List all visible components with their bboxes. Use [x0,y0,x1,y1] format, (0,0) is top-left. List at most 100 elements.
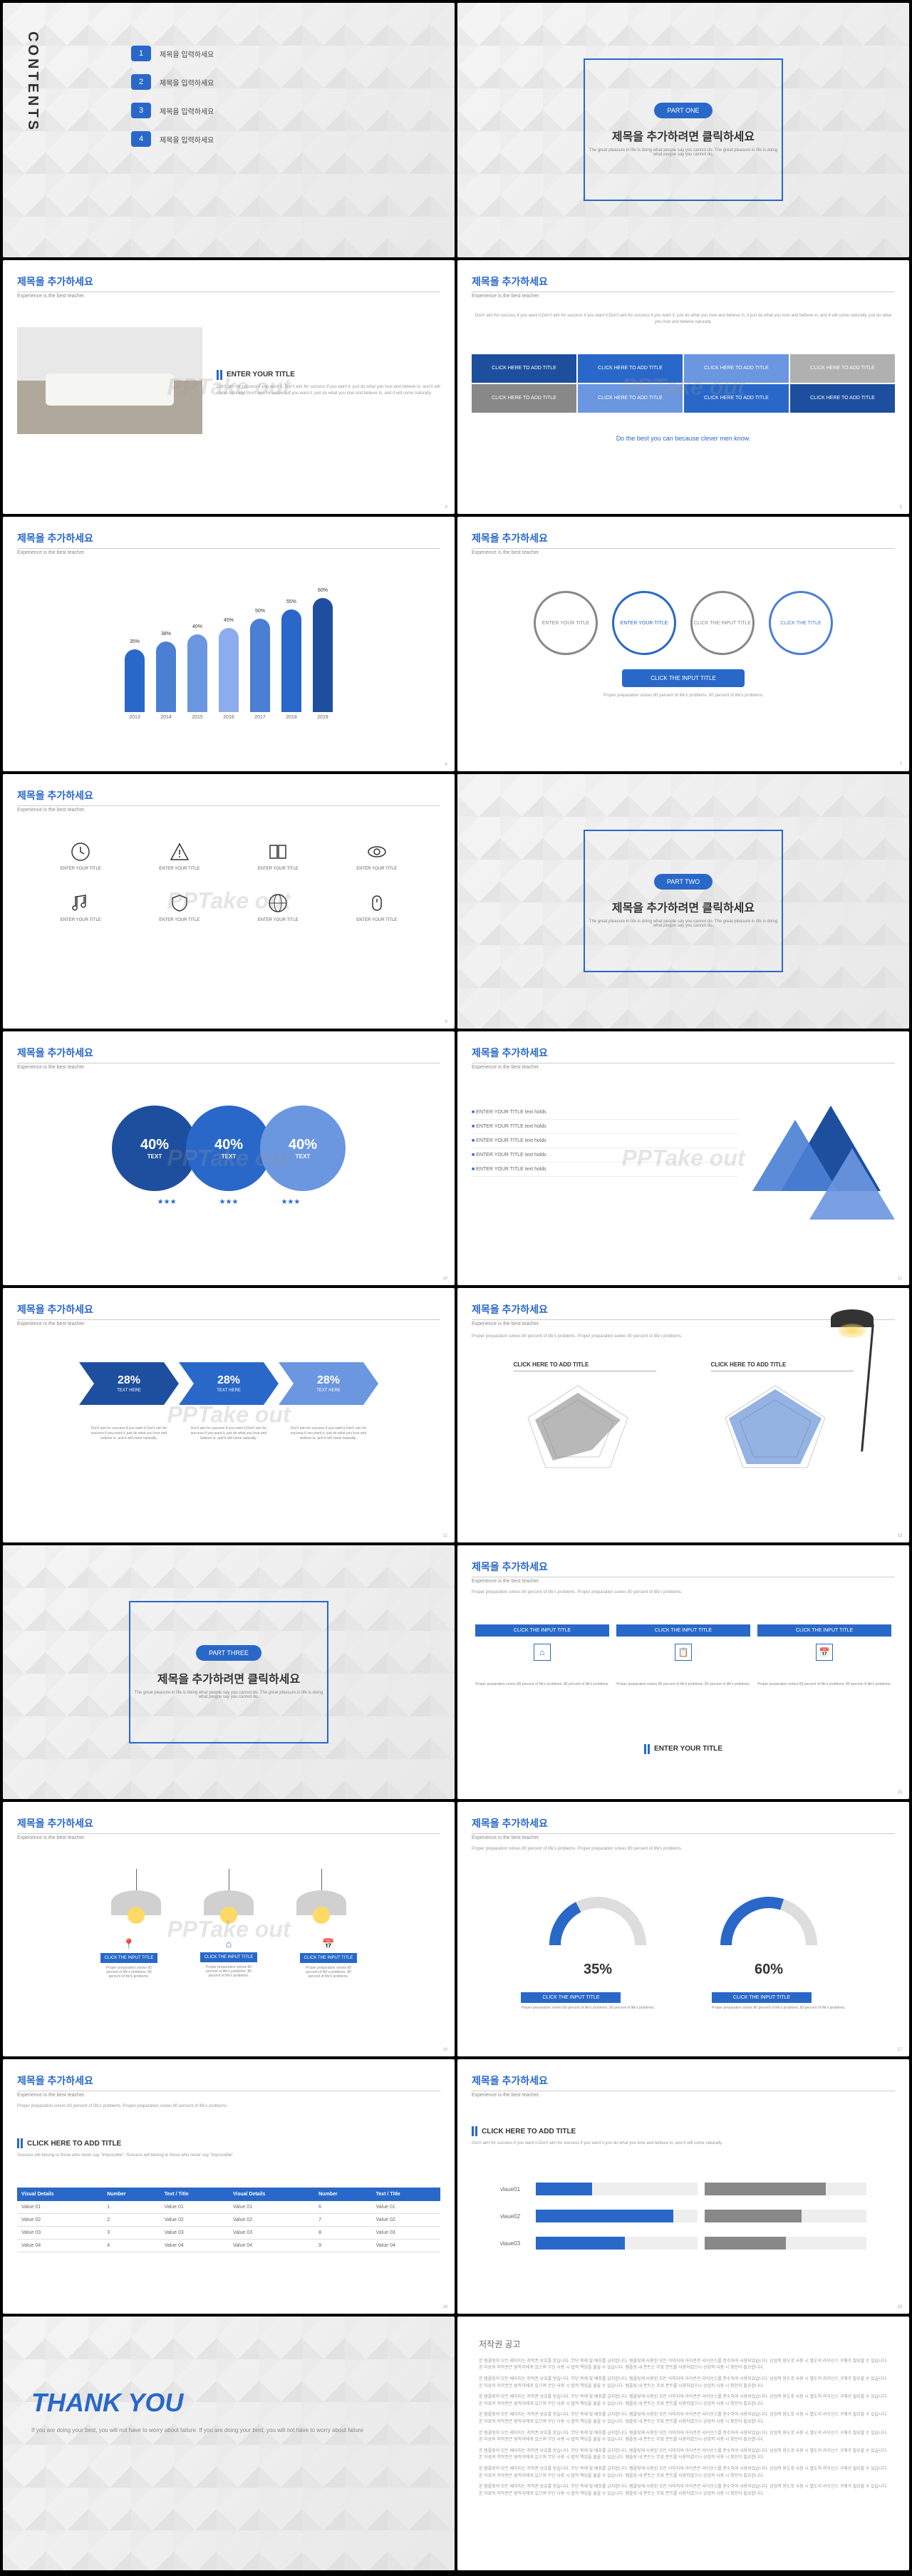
hbar-title: CLICK HERE TO ADD TITLE [482,2128,576,2135]
slide-title: 제목을 추가하세요 [17,1302,440,1320]
bar: 45%2016 [219,628,239,712]
part-badge: PART THREE [196,1645,261,1661]
footer-text: Do the best you can because clever men k… [472,434,895,444]
bar: 60%2019 [313,598,333,712]
circle-item: CLICK THE TITLE [769,591,833,655]
pendant-label: ⌂CLICK THE INPUT TITLEProper preparation… [200,1938,257,1979]
bar: 35%2013 [125,649,145,712]
triangle-group [738,1091,895,1220]
circle-item: CLICK THE INPUT TITLE [690,591,755,655]
proc-box: CLICK HERE TO ADD TITLE [790,384,895,413]
slide-title: 제목을 추가하세요 [472,274,895,292]
page-num: 11 [898,1277,902,1281]
hbar-row: vlaue01 [500,2183,866,2195]
page-num: 19 [897,2305,902,2309]
watermark: PPTake out [621,373,745,400]
pendant-label: 📍CLICK THE INPUT TITLEProper preparation… [100,1938,157,1979]
watermark: PPTake out [167,1402,290,1428]
slide-radar: 제목을 추가하세요 Experience is the best teacher… [457,1288,909,1542]
slide-triangles: 제목을 추가하세요 Experience is the best teacher… [457,1031,909,1286]
slide-title: 제목을 추가하세요 [17,531,440,549]
lorem: Proper preparation solves 80 percent of … [17,2103,440,2110]
part-title: 제목을 추가하려면 클릭하세요 [157,1669,300,1686]
part-sub: The great pleasure in life is doing what… [585,148,782,157]
header-text: Don't aim for success if you want it.Don… [472,313,895,326]
slide-thanks: THANK YOU If you are doing your best, yo… [3,2317,455,2571]
circle-item: ENTER YOUR TITLE [534,591,598,655]
part-badge: PART TWO [654,874,712,890]
hbar-row: vlaue03 [500,2237,866,2250]
slide-hbars: 제목을 추가하세요 Experience is the best teacher… [457,2059,909,2314]
contents-item: 4 제목을 입력하세요 [131,131,214,147]
slide-title: 제목을 추가하세요 [472,1560,895,1577]
contents-item: 3 제목을 입력하세요 [131,103,214,118]
table-header: Text / Title [160,2188,229,2201]
lorem: Proper preparation solves 80 percent of … [472,1590,895,1596]
ribbon-item: CLICK THE INPUT TITLE📋Proper preparation… [616,1624,750,1687]
slide-title: 제목을 추가하세요 [17,2073,440,2091]
sub-text: Proper preparation solves 80 percent of … [472,693,895,699]
slide-contents: CONTENTS 1 제목을 입력하세요 2 제목을 입력하세요 3 제목을 입… [3,3,455,257]
slide-subtitle: Experience is the best teacher. [17,2093,440,2098]
watermark: PPTake out [167,373,290,400]
copyright-block: 저작권 공고 본 템플릿의 모든 페이지는 저작권 보호를 받습니다. 무단 복… [479,2338,888,2550]
slide-gauges: 제목을 추가하세요 Experience is the best teacher… [457,1802,909,2056]
table-row: Value 044Value 04Value 049Value 04 [17,2240,440,2252]
page-num: 16 [442,2048,447,2052]
label-row: 📍CLICK THE INPUT TITLEProper preparation… [17,1938,440,1979]
part-frame: PART THREE 제목을 추가하려면 클릭하세요 The great ple… [129,1601,328,1743]
contents-text: 제목을 입력하세요 [160,105,214,116]
table-header: Number [103,2188,160,2201]
slide-pendants: 제목을 추가하세요 Experience is the best teacher… [3,1802,455,2056]
mouse-icon: ENTER YOUR TITLE [342,892,413,922]
bar: 38%2014 [156,642,176,712]
slide-table: 제목을 추가하세요 Experience is the best teacher… [3,2059,455,2314]
watermark: PPTake out [621,1145,745,1171]
watermark: PPTake out [167,888,290,915]
page-num: 17 [897,2048,902,2052]
slide-title: 제목을 추가하세요 [472,1816,895,1834]
slide-title: 제목을 추가하세요 [472,531,895,549]
book-icon: ENTER YOUR TITLE [243,841,314,871]
copyright-body: 본 템플릿의 모든 페이지는 저작권 보호를 받습니다. 무단 복제 및 배포를… [479,2359,888,2498]
hbar-sub: Don't aim for success if you want it.Don… [472,2140,895,2147]
slide-icons: 제목을 추가하세요 Experience is the best teacher… [3,774,455,1029]
table-header: Visual Details [229,2188,314,2201]
enter-title: ENTER YOUR TITLE [654,1745,722,1753]
slide-part-one: PART ONE 제목을 추가하려면 클릭하세요 The great pleas… [457,3,909,257]
radar-title: CLICK HERE TO ADD TITLE [514,1361,656,1371]
page-num: 12 [442,1534,447,1538]
contents-text: 제목을 입력하세요 [160,134,214,145]
warning-icon: ENTER YOUR TITLE [145,841,215,871]
table-row: Value 011Value 01Value 016Value 01 [17,2201,440,2214]
lorem: Proper preparation solves 80 percent of … [472,1846,895,1853]
gauge: 60% [712,1888,826,1978]
slide-ribbons: 제목을 추가하세요 Experience is the best teacher… [457,1545,909,1800]
contents-text: 제목을 입력하세요 [160,48,214,59]
arrow-row: 28%TEXT HERE28%TEXT HERE28%TEXT HERE [17,1362,440,1405]
proc-box: CLICK HERE TO ADD TITLE [472,384,576,413]
contents-label: CONTENTS [24,31,41,133]
tri-line: ■ ENTER YOUR TITLE text holds [472,1106,738,1120]
arrow-box: 28%TEXT HERE [179,1362,279,1405]
table-title: CLICK HERE TO ADD TITLE [27,2140,121,2148]
arrow-sub: Don't aim for success if you want it.Don… [286,1426,371,1441]
contents-text: 제목을 입력하세요 [160,77,214,88]
pendant-lamp [111,1869,161,1924]
thank-title: THANK YOU [31,2388,363,2418]
music-icon: ENTER YOUR TITLE [46,892,116,922]
slide-process: 제목을 추가하세요 Experience is the best teacher… [457,260,909,515]
page-num: 8 [445,1020,447,1024]
gauges: 35%60% [472,1888,895,1978]
part-badge: PART ONE [654,103,712,118]
slide-copyright: 저작권 공고 본 템플릿의 모든 페이지는 저작권 보호를 받습니다. 무단 복… [457,2317,909,2571]
contents-list: 1 제목을 입력하세요 2 제목을 입력하세요 3 제목을 입력하세요 4 제목… [131,46,214,160]
slide-subtitle: Experience is the best teacher. [17,294,440,299]
page-num: 6 [445,763,447,767]
page-num: 4 [445,505,447,510]
arrow-box: 28%TEXT HERE [279,1362,378,1405]
slide-subtitle: Experience is the best teacher. [472,2093,895,2098]
circles-row: ENTER YOUR TITLEENTER YOUR TITLECLICK TH… [472,591,895,655]
num-box: 1 [131,46,151,61]
ribbon-item: CLICK THE INPUT TITLE⌂Proper preparation… [475,1624,609,1687]
